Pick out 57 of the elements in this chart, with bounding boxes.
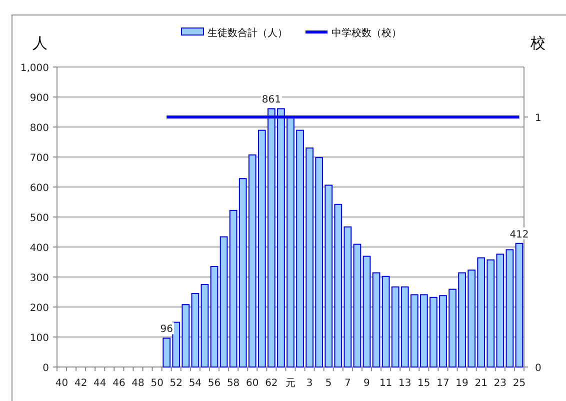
data-label: 861 (262, 94, 281, 106)
x-tick-label: 17 (436, 378, 450, 389)
y-axis-title: 人 (32, 34, 48, 52)
y-tick-label: 900 (30, 93, 49, 104)
data-label: 412 (510, 229, 529, 240)
legend-label: 中学校数（校） (332, 27, 402, 39)
bar (362, 256, 371, 368)
bar (372, 272, 380, 368)
x-tick-label: 50 (150, 378, 164, 389)
x-tick-label: 42 (74, 378, 88, 389)
x-tick-label: 46 (112, 378, 126, 389)
x-tick-label: 13 (398, 378, 412, 389)
x-tick-label: 23 (494, 378, 507, 389)
x-tick-label: 11 (379, 378, 392, 389)
x-tick-label: 60 (246, 378, 259, 389)
y-tick-label: 0 (42, 363, 49, 374)
y-tick-label: 200 (30, 303, 49, 314)
y-tick-label: 500 (30, 213, 49, 224)
x-tick-label: 15 (418, 378, 430, 389)
bar (191, 293, 200, 368)
data-label: 96 (160, 324, 173, 336)
bar (515, 242, 524, 368)
x-tick-label: 54 (188, 378, 202, 389)
bar (200, 284, 209, 368)
bar (229, 210, 238, 368)
x-tick-label: 元 (286, 378, 296, 389)
bar (506, 249, 514, 368)
y2-tick-label: 0 (535, 363, 542, 374)
x-tick-label: 56 (208, 378, 221, 389)
x-tick-label: 40 (55, 378, 68, 389)
x-tick-label: 5 (325, 378, 332, 389)
y-tick-label: 800 (30, 123, 49, 134)
y-tick-label: 100 (30, 333, 49, 344)
bar (382, 276, 390, 368)
x-tick-label: 48 (132, 378, 144, 389)
x-tick-label: 25 (512, 378, 526, 389)
bar (210, 266, 218, 368)
y-tick-label: 300 (30, 273, 49, 284)
legend-label: 生徒数合計（人） (208, 27, 288, 39)
y-tick-label: 1,000 (20, 63, 49, 74)
y2-axis-title: 校 (530, 34, 546, 52)
y-tick-label: 600 (30, 183, 49, 194)
x-tick-label: 9 (364, 378, 370, 389)
bar (344, 226, 352, 368)
y-tick-label: 400 (30, 243, 49, 254)
x-tick-label: 62 (265, 378, 278, 389)
x-tick-label: 21 (474, 378, 488, 389)
x-tick-label: 3 (306, 378, 313, 389)
y-tick-label: 700 (30, 153, 49, 164)
bar (220, 236, 228, 368)
bar (353, 244, 362, 368)
x-tick-label: 44 (94, 378, 106, 389)
x-tick-label: 19 (456, 378, 468, 389)
x-tick-label: 52 (170, 378, 182, 389)
x-tick-label: 7 (344, 378, 351, 389)
y2-tick-label: 1 (535, 113, 542, 124)
x-tick-label: 58 (226, 378, 240, 389)
